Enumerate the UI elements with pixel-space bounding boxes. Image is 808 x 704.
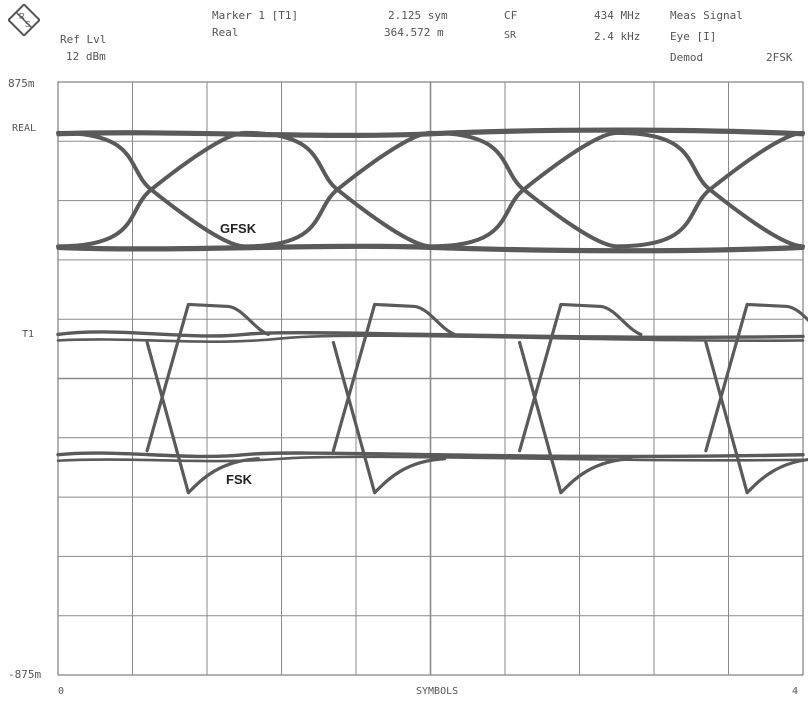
gfsk-low-rail [56, 245, 805, 254]
fsk-transition-rising [145, 302, 270, 453]
gfsk-transition-rising [428, 130, 619, 249]
x-max-tick: 4 [792, 686, 799, 697]
y-min-tick: -875m [8, 668, 42, 681]
fsk-transition-falling [145, 340, 260, 495]
gfsk-high-rail [56, 129, 805, 138]
marker-label: Marker 1 [T1] [212, 9, 299, 22]
marker-x-value: 2.125 sym [388, 9, 448, 22]
gfsk-annotation: GFSK [220, 221, 257, 236]
marker-sub: Real [212, 26, 239, 39]
y-max-tick: 875m [8, 77, 35, 90]
ref-level-value: 12 dBm [66, 50, 106, 63]
fsk-low-rail [56, 451, 805, 459]
gfsk-transition-rising [242, 130, 433, 249]
fsk-transition-falling [331, 340, 447, 495]
fsk-transition-rising [331, 302, 457, 453]
fsk-transition-rising [704, 302, 808, 453]
gfsk-transition-rising [614, 130, 805, 249]
sr-value: 2.4 kHz [594, 30, 641, 43]
fsk-transition-rising [518, 302, 643, 453]
gfsk-transition-rising [56, 130, 247, 249]
sr-label: SR [504, 30, 517, 41]
demod-value: 2FSK [766, 51, 793, 64]
x-min-tick: 0 [58, 686, 65, 697]
t1-trace-label: T1 [22, 329, 35, 340]
eye-label: Eye [I] [670, 30, 717, 43]
svg-text:R: R [19, 12, 25, 21]
x-axis-label: SYMBOLS [416, 686, 459, 697]
fsk-low-rail [56, 455, 805, 463]
cf-value: 434 MHz [594, 9, 641, 22]
demod-label: Demod [670, 51, 704, 64]
fsk-high-rail [56, 330, 805, 339]
rs-logo: R S [7, 3, 41, 37]
svg-text:S: S [25, 20, 30, 29]
cf-label: CF [504, 9, 518, 22]
fsk-annotation: FSK [226, 472, 252, 487]
fsk-transition-falling [704, 340, 808, 495]
real-trace-label: REAL [12, 123, 37, 134]
marker-y-value: 364.572 m [384, 26, 444, 39]
ref-level-label: Ref Lvl [60, 33, 107, 46]
fsk-transition-falling [518, 340, 633, 495]
meas-signal-label: Meas Signal [670, 9, 743, 22]
fsk-high-rail [56, 334, 805, 343]
